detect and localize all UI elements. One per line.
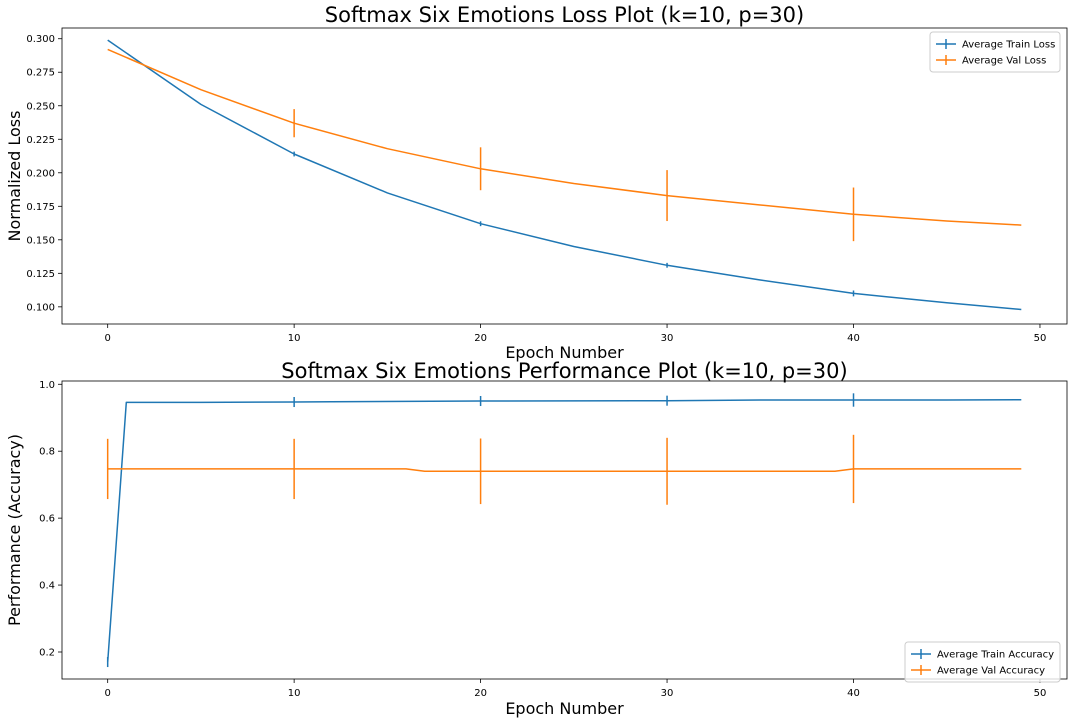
plot-frame [61, 27, 1068, 325]
x-tick-label: 30 [661, 333, 674, 344]
y-tick-label: 0.175 [26, 202, 55, 213]
x-tick-label: 0 [104, 333, 110, 344]
legend-entry-label: Average Val Loss [962, 56, 1046, 67]
y-axis-label: Performance (Accuracy) [5, 434, 24, 626]
x-tick-label: 40 [847, 688, 860, 699]
y-tick-label: 0.8 [39, 447, 55, 458]
x-tick-label: 10 [288, 688, 301, 699]
x-tick-label: 50 [1034, 688, 1047, 699]
legend-entry-label: Average Train Accuracy [937, 650, 1054, 661]
y-tick-label: 0.100 [26, 302, 55, 313]
y-tick-label: 0.250 [26, 101, 55, 112]
y-tick-label: 0.4 [39, 581, 55, 592]
x-tick-label: 30 [661, 688, 674, 699]
legend: Average Train Loss Average Val Loss [929, 31, 1061, 73]
x-tick-label: 20 [474, 333, 487, 344]
x-tick-label: 40 [847, 333, 860, 344]
chart-title: Softmax Six Emotions Performance Plot (k… [281, 359, 847, 383]
x-tick-label: 10 [288, 333, 301, 344]
y-tick-label: 0.275 [26, 68, 55, 79]
series-line-2 [107, 48, 1022, 226]
x-tick-label: 0 [104, 688, 110, 699]
legend-entry-label: Average Val Accuracy [937, 666, 1045, 677]
y-tick-label: 0.150 [26, 235, 55, 246]
legend-entry-label: Average Train Loss [962, 40, 1055, 51]
legend: Average Train Accuracy Average Val Accura… [904, 641, 1061, 683]
y-tick-label: 0.6 [39, 514, 55, 525]
x-axis-label: Epoch Number [505, 343, 624, 362]
legend-box [904, 641, 1061, 683]
series-line-1 [107, 39, 1022, 311]
y-tick-label: 0.200 [26, 168, 55, 179]
x-tick-label: 20 [474, 688, 487, 699]
plot-frame [61, 380, 1068, 680]
y-tick-label: 0.225 [26, 135, 55, 146]
x-tick-label: 50 [1034, 333, 1047, 344]
y-tick-label: 0.125 [26, 269, 55, 280]
y-tick-label: 0.300 [26, 34, 55, 45]
chart-1: Softmax Six Emotions Loss Plot (k=10, p=… [5, 3, 1068, 362]
legend-box [929, 31, 1061, 73]
y-axis-label: Normalized Loss [5, 111, 24, 242]
y-tick-label: 0.2 [39, 647, 55, 658]
x-axis-label: Epoch Number [505, 699, 624, 718]
y-tick-label: 1.0 [39, 380, 55, 391]
chart-2: Softmax Six Emotions Performance Plot (k… [5, 359, 1068, 718]
chart-title: Softmax Six Emotions Loss Plot (k=10, p=… [325, 3, 804, 27]
